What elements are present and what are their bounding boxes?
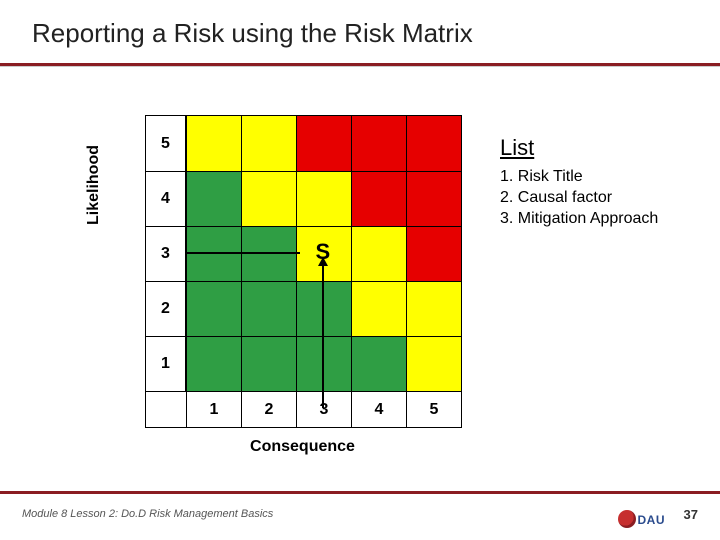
matrix-cell	[241, 281, 296, 336]
list-item: 2. Causal factor	[500, 188, 700, 209]
footer-text: Module 8 Lesson 2: Do.D Risk Management …	[22, 508, 273, 520]
matrix-cell	[186, 116, 241, 171]
page-title: Reporting a Risk using the Risk Matrix	[0, 0, 720, 49]
list-block: List 1. Risk Title 2. Causal factor 3. M…	[500, 135, 700, 229]
row-label: 1	[146, 336, 186, 391]
col-label: 2	[241, 391, 296, 427]
matrix-cell	[241, 116, 296, 171]
matrix-cell	[186, 336, 241, 391]
title-rule-thin	[0, 66, 720, 67]
matrix-cell	[406, 171, 461, 226]
matrix-cell	[406, 226, 461, 281]
list-item: 3. Mitigation Approach	[500, 209, 700, 230]
matrix-cell	[296, 281, 351, 336]
risk-marker-s: S	[316, 239, 331, 265]
matrix-cell	[186, 171, 241, 226]
matrix-cell	[186, 226, 241, 281]
matrix-cell	[406, 336, 461, 391]
matrix-cell	[351, 226, 406, 281]
matrix-cell	[351, 116, 406, 171]
col-label: 3	[296, 391, 351, 427]
y-axis-label: Likelihood	[85, 145, 103, 225]
matrix-cell	[186, 281, 241, 336]
footer-rule	[0, 491, 720, 494]
x-axis-label: Consequence	[145, 438, 460, 456]
matrix-cell	[351, 336, 406, 391]
row-label: 5	[146, 116, 186, 171]
matrix-cell	[351, 281, 406, 336]
list-item: 1. Risk Title	[500, 167, 700, 188]
dau-logo: DAU	[618, 510, 666, 528]
matrix-grid: 5432112345	[145, 115, 462, 428]
col-label: 1	[186, 391, 241, 427]
arrow-up	[322, 265, 324, 409]
matrix-cell	[296, 171, 351, 226]
row-label: 2	[146, 281, 186, 336]
row-highlight-line	[185, 252, 300, 254]
col-label: 5	[406, 391, 461, 427]
matrix-cell	[241, 171, 296, 226]
matrix-cell	[241, 226, 296, 281]
row-label: 4	[146, 171, 186, 226]
row-label: 3	[146, 226, 186, 281]
page-number: 37	[684, 507, 698, 522]
matrix-cell	[351, 171, 406, 226]
corner-cell	[146, 391, 186, 427]
list-title: List	[500, 135, 700, 161]
matrix-cell	[406, 281, 461, 336]
matrix-cell	[296, 336, 351, 391]
col-label: 4	[351, 391, 406, 427]
matrix-cell	[241, 336, 296, 391]
risk-matrix: Likelihood 5432112345 Consequence S	[145, 115, 462, 456]
matrix-cell	[296, 116, 351, 171]
matrix-cell	[406, 116, 461, 171]
